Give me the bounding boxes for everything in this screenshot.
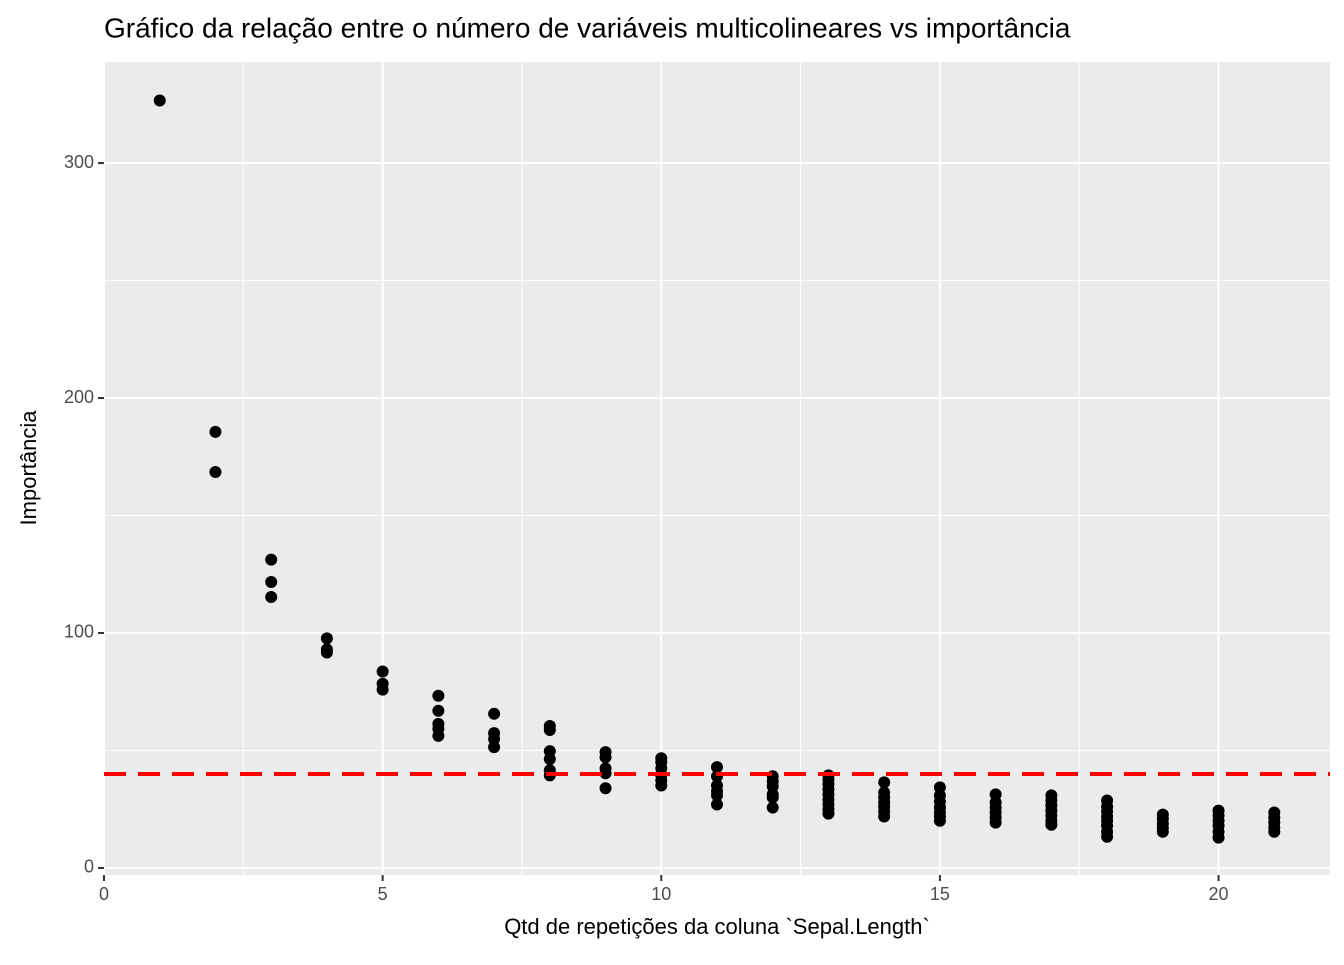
point: [655, 779, 668, 792]
point: [1045, 818, 1058, 831]
point: [265, 553, 278, 566]
y-axis-label: Importância: [16, 410, 41, 526]
y-tick-label: 100: [64, 622, 94, 642]
point: [711, 789, 723, 802]
y-tick-label: 200: [64, 387, 94, 407]
point: [989, 816, 1002, 829]
chart-title: Gráfico da relação entre o número de var…: [104, 12, 1071, 43]
point: [599, 782, 612, 795]
x-tick-label: 10: [651, 884, 671, 904]
point: [543, 753, 556, 766]
point: [488, 732, 501, 745]
point: [599, 767, 612, 780]
point: [1101, 830, 1114, 843]
point: [432, 704, 445, 717]
point: [488, 707, 501, 720]
point: [711, 761, 723, 774]
point: [432, 729, 445, 742]
y-tick-label: 0: [84, 857, 94, 877]
point: [376, 665, 389, 678]
y-tick-label: 300: [64, 152, 94, 172]
point: [265, 575, 278, 588]
point: [599, 751, 612, 764]
point: [320, 646, 333, 659]
point: [1268, 825, 1281, 838]
plot-panel: [104, 62, 1330, 875]
point: [209, 466, 222, 479]
point: [933, 814, 946, 827]
point: [878, 776, 891, 789]
point: [1156, 825, 1169, 838]
x-tick-label: 5: [378, 884, 388, 904]
point: [376, 683, 389, 696]
point: [265, 591, 278, 604]
x-tick-label: 20: [1209, 884, 1229, 904]
x-axis-label: Qtd de repetições da coluna `Sepal.Lengt…: [504, 914, 930, 939]
point: [543, 724, 556, 737]
point: [153, 94, 166, 107]
point: [488, 741, 501, 754]
point: [822, 807, 835, 820]
point: [878, 810, 891, 823]
point: [1212, 831, 1225, 844]
point: [766, 791, 779, 804]
x-tick-label: 15: [930, 884, 950, 904]
point: [766, 801, 779, 814]
point: [209, 425, 222, 438]
point: [432, 689, 445, 702]
point: [711, 798, 723, 811]
point: [320, 632, 333, 645]
x-tick-label: 0: [99, 884, 109, 904]
